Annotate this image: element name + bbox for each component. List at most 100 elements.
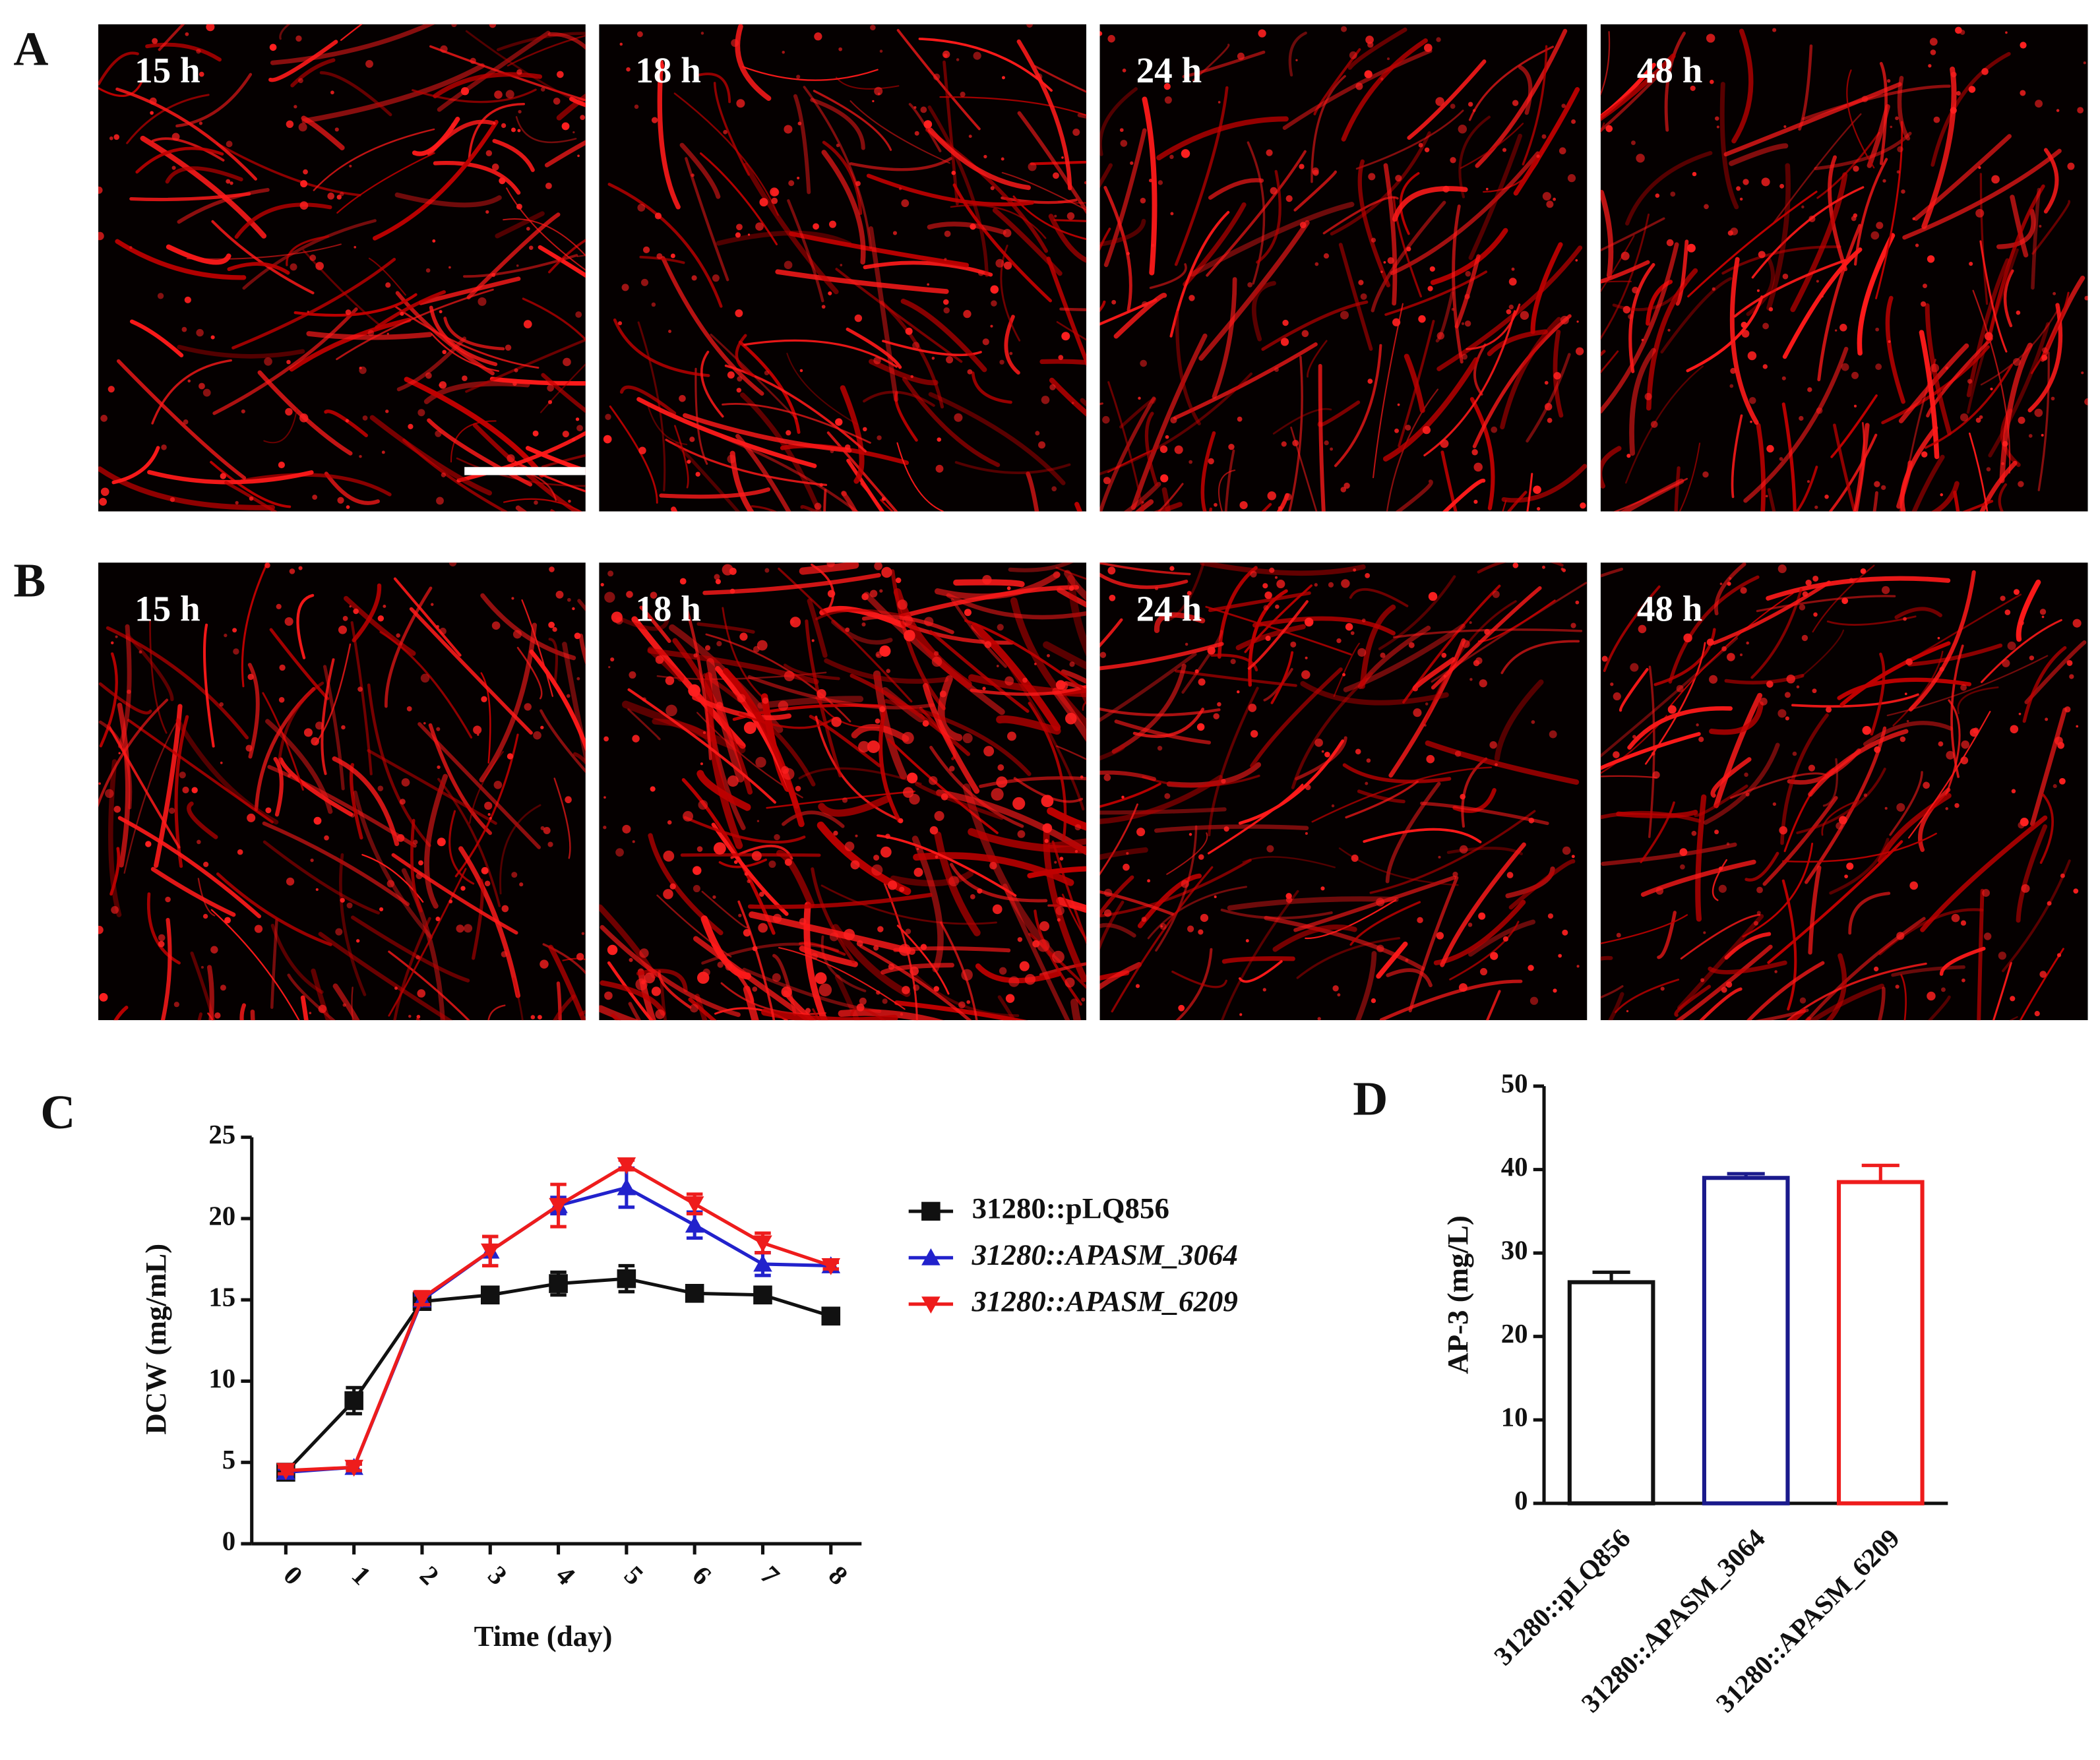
hypha [1600,260,1650,284]
hypha [1600,732,1701,770]
spot [610,657,615,662]
hypha [1767,840,1903,964]
hypha [1879,61,1888,166]
spot [855,181,861,187]
hypha [834,974,860,1021]
spot [1057,918,1061,922]
hypha [609,405,658,504]
hypha [1155,825,1198,952]
spot [1816,407,1823,414]
hypha [1500,640,1580,675]
spot [1274,576,1278,579]
spot [1355,748,1361,755]
spot [910,375,914,379]
spot [340,897,345,903]
spot [1250,570,1257,578]
spot [966,1000,971,1004]
spot [334,127,339,132]
spot [379,907,384,912]
spot [359,366,367,375]
y-tick-label: 25 [208,1120,235,1149]
spot [1691,830,1697,836]
micrograph [599,562,1087,1021]
hypha [1709,701,1764,735]
hypha [1600,715,1667,774]
spot [999,359,1004,365]
spot [1305,832,1308,835]
spot [1808,215,1816,223]
spot [299,201,309,210]
spot [1927,991,1936,1001]
spot [1002,76,1005,80]
spot [738,913,742,917]
spot [875,718,880,724]
spot [241,409,245,413]
hypha [964,619,1086,691]
spot [1905,658,1913,666]
spot [210,946,218,954]
legend-marker [921,1296,941,1314]
spot [1807,480,1810,483]
spot [1169,154,1174,160]
hypha [525,446,586,473]
spot [651,986,662,996]
hypha [1762,796,1838,886]
spot [98,231,104,241]
spot [179,772,186,779]
spot [1719,582,1723,586]
hypha [1600,213,1650,340]
hypha [1154,502,1183,512]
spot [494,90,503,99]
hypha [324,471,380,505]
spot [400,311,404,316]
spot [944,258,947,261]
hypha [1392,186,1468,222]
hypha [751,505,778,512]
spot [1019,961,1030,971]
spot [2056,953,2062,957]
hypha [1601,842,1737,866]
spot [1304,617,1314,627]
hypha [1675,944,1773,1021]
hypha [1008,562,1074,572]
hypha [743,339,898,368]
spot [1756,911,1761,915]
spot [1170,416,1177,424]
spot [1159,923,1167,930]
spot [1968,86,1976,93]
y-tick-label: 5 [222,1445,235,1474]
spot [967,369,973,375]
spot [2000,595,2006,601]
hypha [278,757,354,817]
spot [577,154,580,158]
hypha [429,305,498,367]
spot [187,379,191,383]
hypha [1518,65,1533,115]
hypha [869,359,939,386]
spot [844,444,851,450]
hypha [1099,923,1136,938]
spot [298,123,307,132]
spot [622,824,631,834]
spot [942,299,949,305]
spot [898,818,904,824]
spot [1340,487,1347,493]
spot [1628,314,1633,320]
spot [1904,692,1907,696]
hypha [175,73,253,128]
spot [1660,986,1665,991]
spot [1772,802,1777,806]
spot [1055,906,1065,915]
hypha [1796,768,1886,834]
spot [2039,225,2042,228]
hypha [98,698,169,808]
spot [688,684,701,697]
spot [887,880,898,890]
spot [2083,61,2086,65]
hypha [1640,801,1675,863]
spot [516,69,522,75]
hypha [1472,314,1572,448]
spot [1576,320,1579,323]
spot [736,99,745,108]
spot [437,837,446,847]
